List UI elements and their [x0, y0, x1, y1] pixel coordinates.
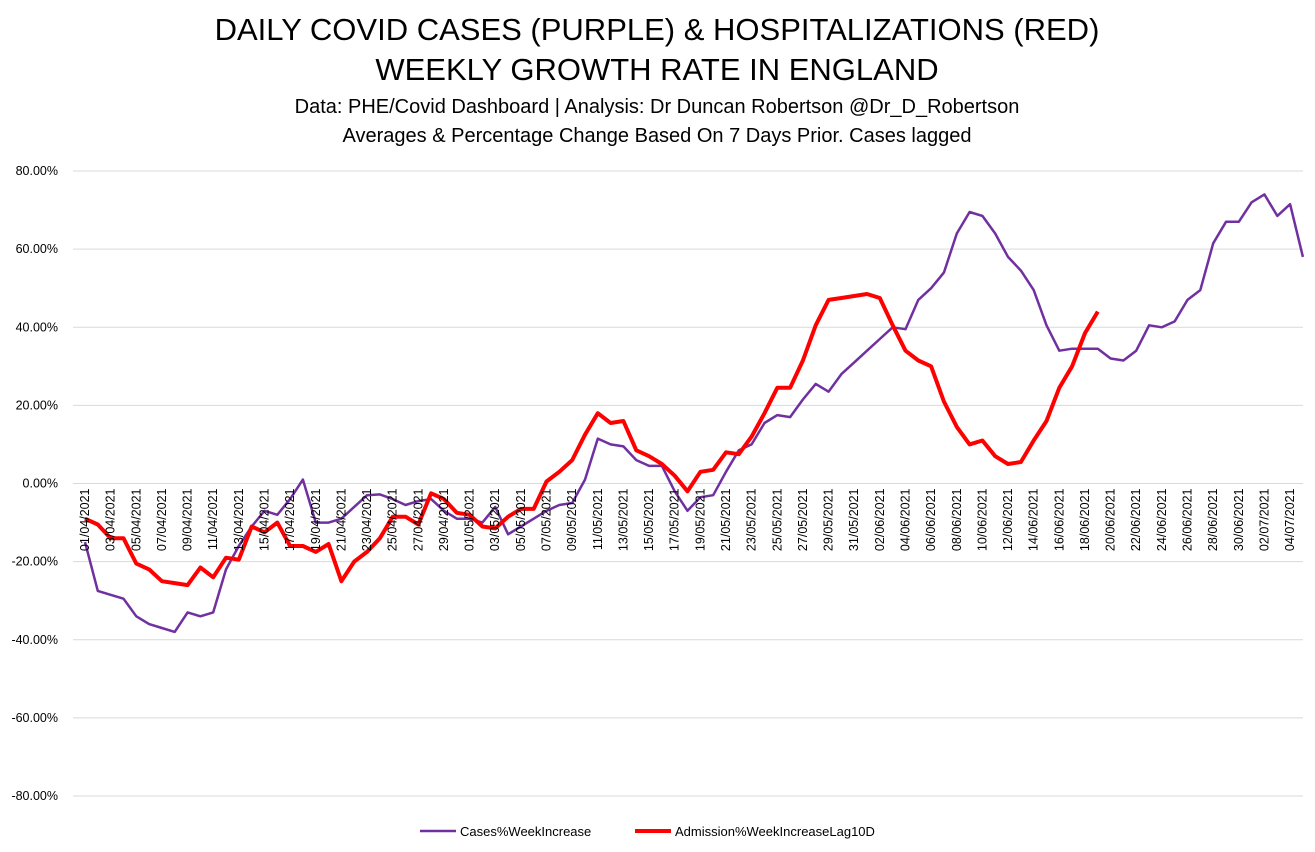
x-tick-label: 21/05/2021	[719, 488, 733, 551]
x-tick-label: 03/04/2021	[104, 488, 118, 551]
y-tick-label: 20.00%	[16, 398, 58, 412]
x-tick-label: 12/06/2021	[1001, 488, 1015, 551]
x-tick-label: 27/05/2021	[796, 488, 810, 551]
x-tick-label: 06/06/2021	[924, 488, 938, 551]
x-tick-label: 18/06/2021	[1078, 488, 1092, 551]
x-tick-label: 10/06/2021	[975, 488, 989, 551]
x-tick-label: 27/04/2021	[411, 488, 425, 551]
x-tick-label: 19/04/2021	[309, 488, 323, 551]
x-tick-label: 23/05/2021	[745, 488, 759, 551]
chart-note: Data: PHE/Covid Dashboard | Analysis: Dr…	[295, 96, 1020, 118]
y-tick-label: 60.00%	[16, 242, 58, 256]
y-tick-label: -40.00%	[11, 633, 58, 647]
grid	[73, 170, 1303, 797]
series-line	[84, 292, 1100, 588]
x-tick-label: 08/06/2021	[950, 488, 964, 551]
x-tick-label: 23/04/2021	[360, 488, 374, 551]
x-tick-label: 07/04/2021	[155, 488, 169, 551]
x-tick-label: 01/04/2021	[78, 488, 92, 551]
x-tick-label: 17/05/2021	[668, 488, 682, 551]
x-tick-label: 11/04/2021	[206, 488, 220, 550]
x-tick-label: 15/04/2021	[257, 488, 271, 551]
x-tick-label: 26/06/2021	[1181, 488, 1195, 551]
x-tick-label: 02/07/2021	[1257, 488, 1271, 551]
x-tick-label: 16/06/2021	[1052, 488, 1066, 551]
x-tick-label: 20/06/2021	[1104, 488, 1118, 551]
series-line	[83, 193, 1305, 634]
x-tick-label: 29/04/2021	[437, 488, 451, 551]
x-tick-label: 11/05/2021	[591, 488, 605, 550]
x-tick-label: 09/05/2021	[565, 488, 579, 551]
y-tick-label: -60.00%	[11, 711, 58, 725]
x-tick-label: 04/06/2021	[898, 488, 912, 551]
chart-subtitle: WEEKLY GROWTH RATE IN ENGLAND	[375, 52, 938, 87]
x-tick-label: 13/04/2021	[232, 488, 246, 551]
x-tick-label: 07/05/2021	[540, 488, 554, 551]
y-tick-label: -20.00%	[11, 555, 58, 569]
x-tick-label: 24/06/2021	[1155, 488, 1169, 551]
x-tick-label: 17/04/2021	[283, 488, 297, 551]
x-tick-label: 14/06/2021	[1027, 488, 1041, 551]
y-tick-label: -80.00%	[11, 789, 58, 803]
x-tick-label: 21/04/2021	[334, 488, 348, 551]
x-tick-label: 01/05/2021	[463, 488, 477, 551]
x-tick-label: 09/04/2021	[181, 488, 195, 551]
x-tick-label: 13/05/2021	[616, 488, 630, 551]
x-tick-label: 22/06/2021	[1129, 488, 1143, 551]
x-tick-label: 28/06/2021	[1206, 488, 1220, 551]
legend-label: Admission%WeekIncreaseLag10D	[675, 824, 875, 839]
x-tick-label: 02/06/2021	[873, 488, 887, 551]
chart-title: DAILY COVID CASES (PURPLE) & HOSPITALIZA…	[215, 12, 1100, 47]
x-tick-label: 19/05/2021	[693, 488, 707, 551]
x-tick-label: 25/04/2021	[386, 488, 400, 551]
x-tick-label: 15/05/2021	[642, 488, 656, 551]
legend-label: Cases%WeekIncrease	[460, 824, 591, 839]
y-tick-label: 80.00%	[16, 164, 58, 178]
x-tick-label: 05/04/2021	[129, 488, 143, 551]
x-tick-label: 03/05/2021	[488, 488, 502, 551]
x-tick-label: 05/05/2021	[514, 488, 528, 551]
y-tick-label: 0.00%	[23, 477, 58, 491]
x-tick-label: 29/05/2021	[822, 488, 836, 551]
chart-note: Averages & Percentage Change Based On 7 …	[343, 125, 972, 147]
x-tick-label: 04/07/2021	[1283, 488, 1297, 551]
y-tick-label: 40.00%	[16, 320, 58, 334]
plot	[83, 193, 1305, 634]
x-tick-label: 25/05/2021	[770, 488, 784, 551]
x-tick-label: 31/05/2021	[847, 488, 861, 551]
x-tick-label: 30/06/2021	[1232, 488, 1246, 551]
